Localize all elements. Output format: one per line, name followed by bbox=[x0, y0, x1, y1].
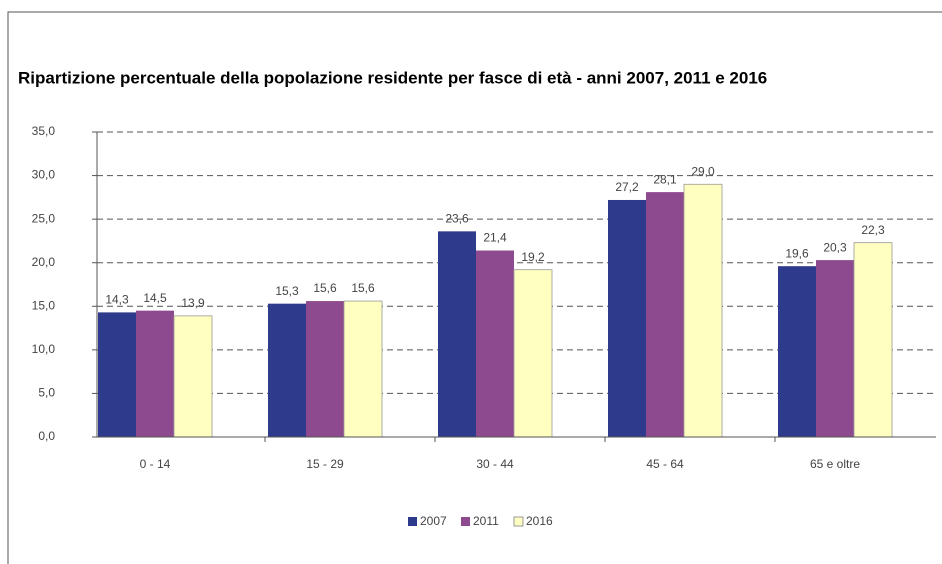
value-label: 14,5 bbox=[143, 291, 167, 305]
y-tick-label: 10,0 bbox=[32, 342, 56, 356]
frame bbox=[7, 11, 942, 564]
value-label: 19,2 bbox=[521, 250, 545, 264]
bar bbox=[343, 300, 383, 438]
value-label: 15,3 bbox=[275, 284, 299, 298]
bar bbox=[173, 315, 213, 438]
value-label: 22,3 bbox=[861, 223, 885, 237]
x-tick-label: 15 - 29 bbox=[306, 457, 344, 471]
bar bbox=[683, 183, 723, 438]
y-tick-label: 5,0 bbox=[38, 386, 55, 400]
legend-swatch bbox=[513, 516, 524, 527]
legend-label: 2007 bbox=[420, 514, 447, 528]
y-tick-label: 35,0 bbox=[32, 124, 56, 138]
x-tick-label: 65 e oltre bbox=[810, 457, 860, 471]
y-tick-label: 30,0 bbox=[32, 168, 56, 182]
bar bbox=[136, 310, 174, 437]
x-tick-label: 30 - 44 bbox=[476, 457, 514, 471]
x-tick-label: 45 - 64 bbox=[646, 457, 684, 471]
chart-title: Ripartizione percentuale della popolazio… bbox=[18, 68, 767, 87]
bar bbox=[98, 312, 136, 437]
bar bbox=[513, 269, 553, 438]
value-label: 20,3 bbox=[823, 240, 847, 254]
value-label: 19,6 bbox=[785, 246, 809, 260]
value-label: 29,0 bbox=[691, 164, 715, 178]
value-label: 14,3 bbox=[105, 293, 129, 307]
value-label: 23,6 bbox=[445, 212, 469, 226]
y-tick-label: 0,0 bbox=[38, 429, 55, 443]
value-label: 15,6 bbox=[313, 281, 337, 295]
bar bbox=[268, 303, 306, 437]
y-tick-label: 15,0 bbox=[32, 298, 56, 312]
bar bbox=[438, 231, 476, 437]
legend-swatch bbox=[408, 517, 417, 526]
legend-label: 2011 bbox=[473, 514, 499, 528]
bar bbox=[778, 266, 816, 437]
value-label: 28,1 bbox=[653, 172, 677, 186]
legend-label: 2016 bbox=[526, 514, 553, 528]
value-label: 13,9 bbox=[181, 296, 205, 310]
bar bbox=[608, 199, 646, 437]
y-tick-label: 20,0 bbox=[32, 255, 56, 269]
legend-swatch bbox=[461, 517, 470, 526]
bar bbox=[816, 260, 854, 437]
value-label: 27,2 bbox=[615, 180, 639, 194]
value-label: 15,6 bbox=[351, 281, 375, 295]
x-tick-label: 0 - 14 bbox=[140, 457, 171, 471]
y-tick-label: 25,0 bbox=[32, 211, 56, 225]
bar bbox=[476, 250, 514, 437]
value-label: 21,4 bbox=[483, 231, 507, 245]
bar bbox=[853, 242, 893, 438]
bar bbox=[306, 301, 344, 437]
bar bbox=[646, 192, 684, 437]
